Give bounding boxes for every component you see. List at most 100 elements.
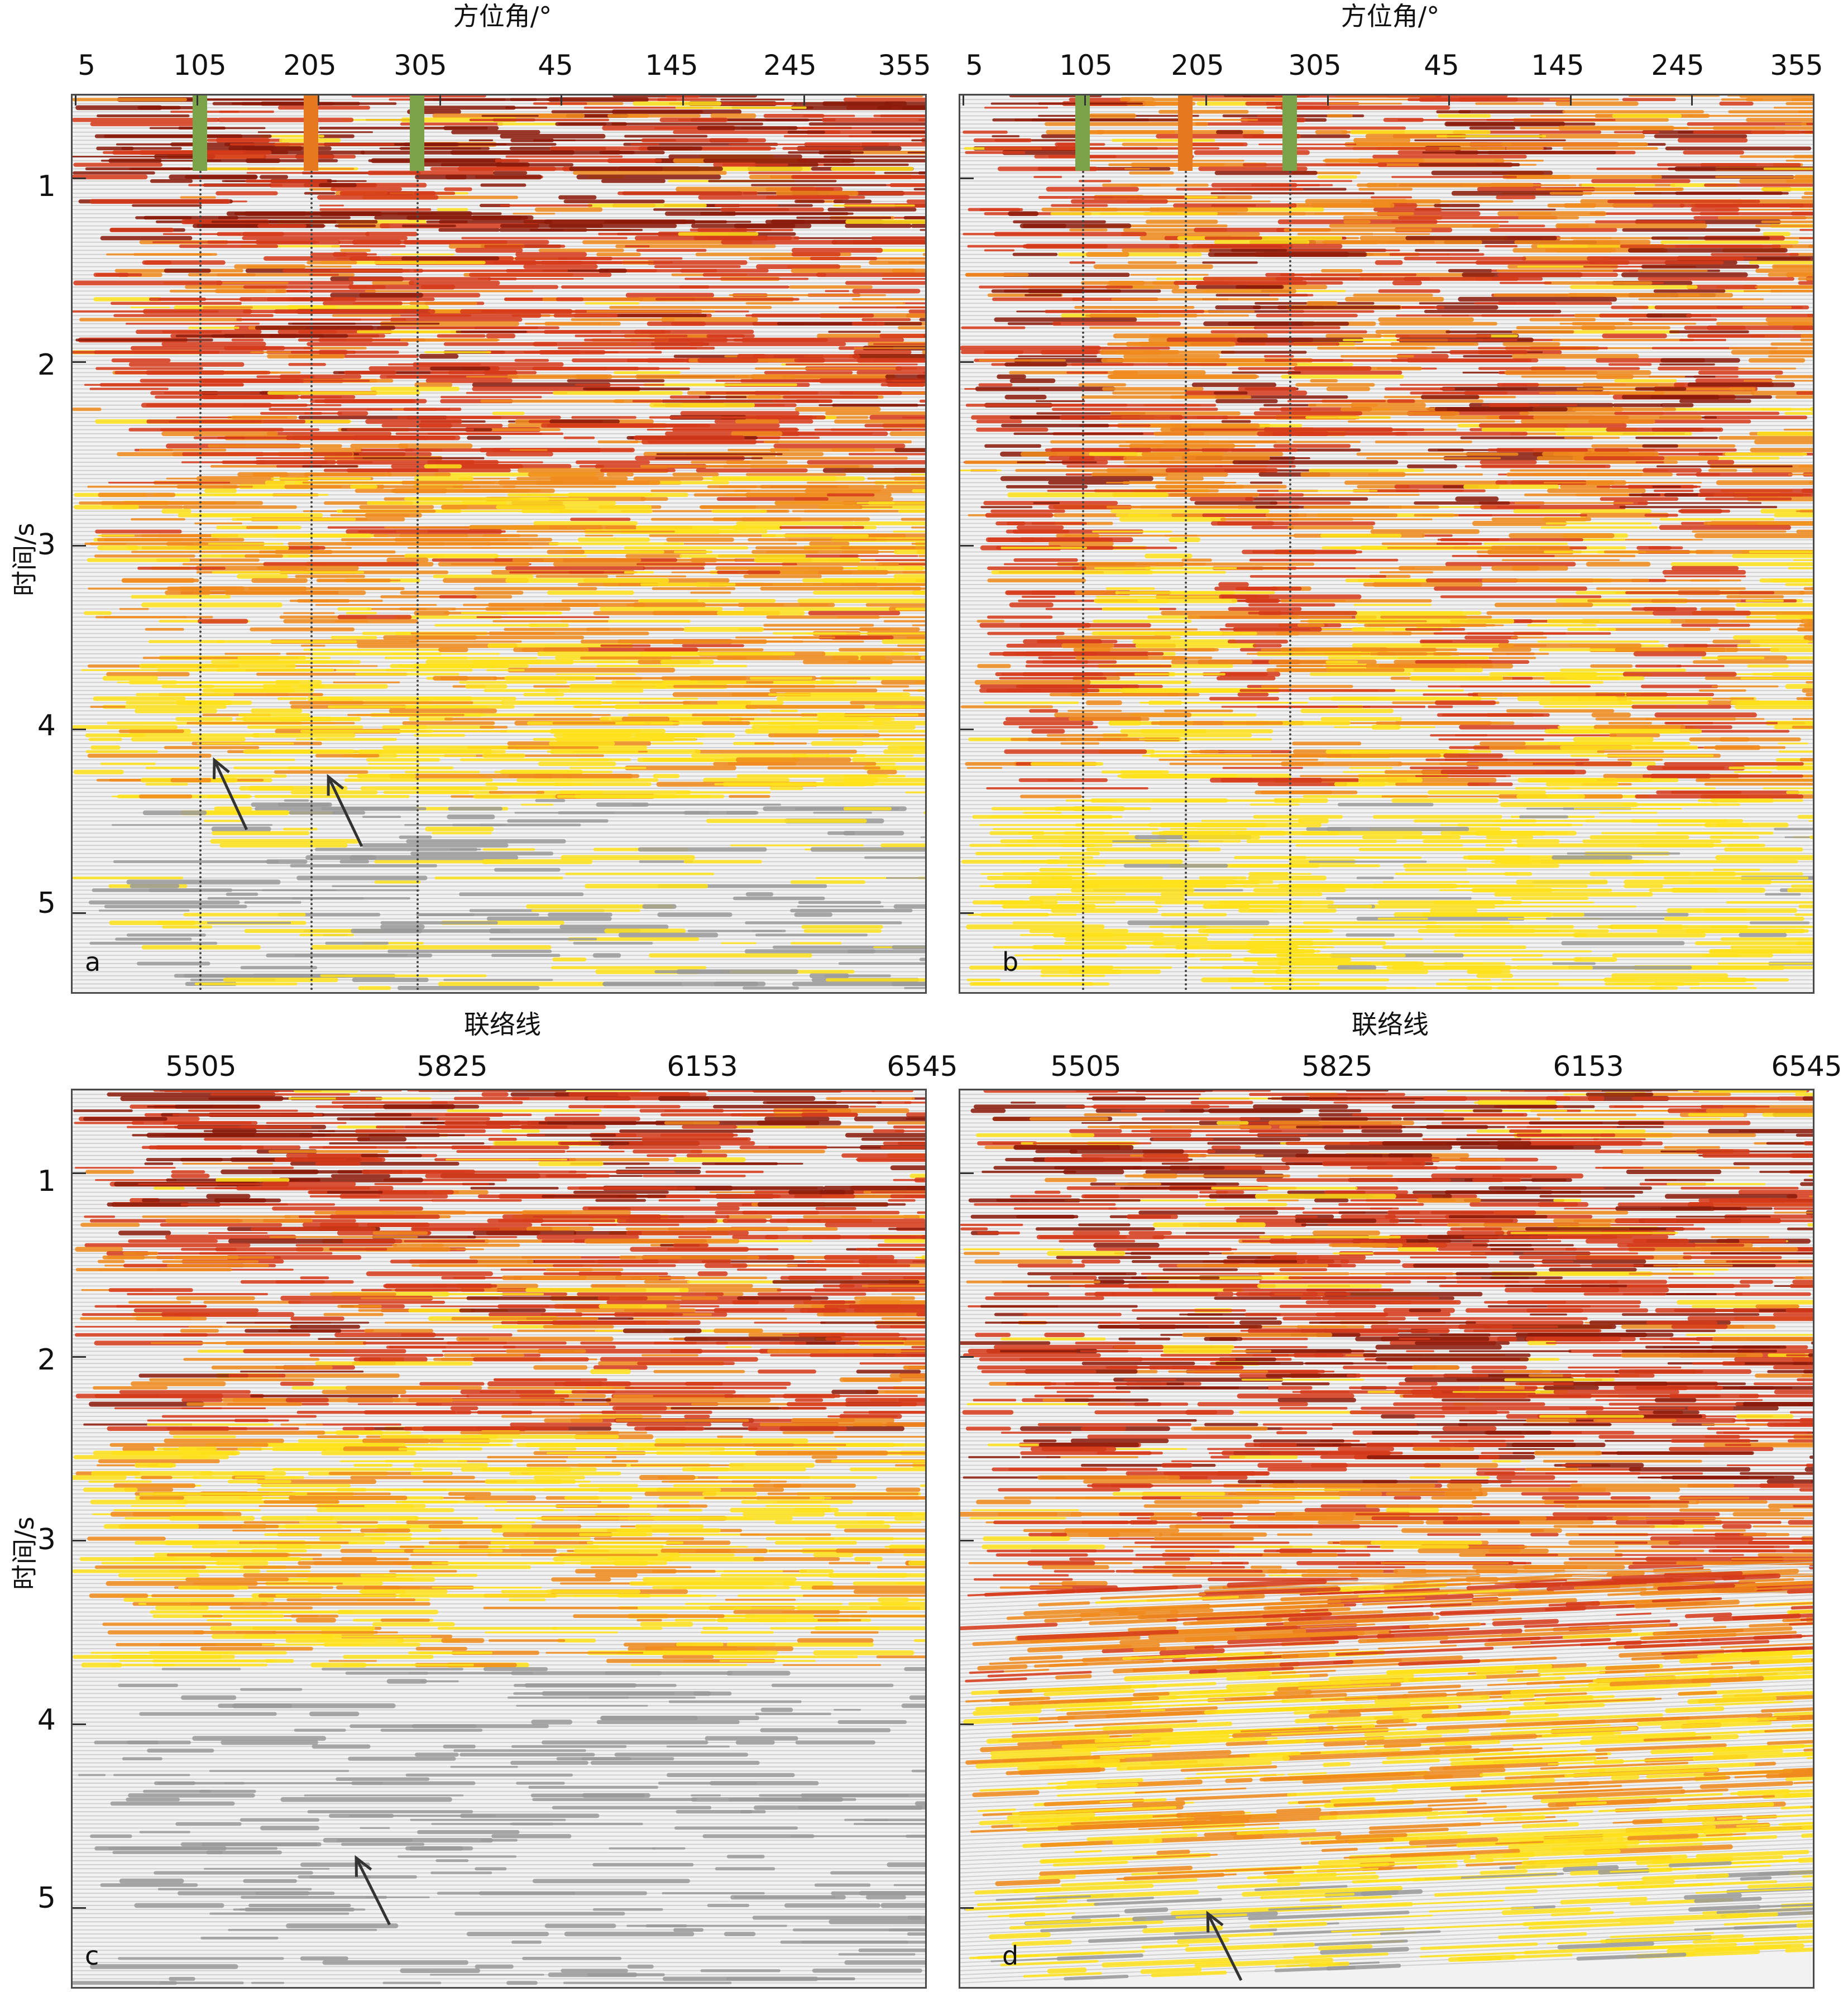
annotation-arrow — [1206, 1910, 1243, 1981]
x-tick-mark — [1084, 95, 1086, 106]
axis-title-b: 方位角/° — [1340, 1, 1440, 31]
x-tick-label: 5825 — [416, 1050, 488, 1083]
y-tick-mark — [960, 178, 974, 180]
azimuth-guide-line — [416, 171, 419, 992]
axis-title-c: 联络线 — [464, 1009, 541, 1040]
annotation-arrow — [212, 757, 248, 831]
azimuth-guide-line — [1289, 171, 1291, 992]
y-tick-mark — [960, 1723, 974, 1725]
seismic-image-d — [960, 1090, 1813, 1984]
x-tick-label: 5825 — [1301, 1050, 1373, 1083]
x-tick-mark — [1691, 95, 1693, 106]
x-tick-mark — [561, 95, 563, 106]
x-tick-label: 6545 — [1771, 1050, 1842, 1083]
x-tick-mark — [1569, 95, 1572, 106]
x-tick-label: 5 — [965, 49, 983, 82]
x-tick-label: 105 — [173, 49, 227, 82]
y-tick-label: 3 — [37, 528, 56, 562]
x-tick-mark — [963, 95, 964, 106]
x-tick-label: 6153 — [1553, 1050, 1624, 1083]
y-tick-mark — [960, 1172, 974, 1175]
y-tick-label: 1 — [37, 1165, 56, 1198]
x-tick-mark — [1813, 95, 1815, 106]
y-tick-mark — [73, 728, 86, 730]
x-tick-mark — [75, 95, 76, 106]
azimuth-guide-line — [199, 171, 202, 992]
y-tick-mark — [960, 361, 974, 363]
azimuth-guide-line — [310, 171, 313, 992]
annotation-arrow — [327, 774, 363, 847]
azimuth-marker-205 — [1177, 95, 1193, 171]
y-tick-label: 1 — [37, 170, 56, 203]
x-tick-label: 355 — [1770, 49, 1823, 82]
axis-title-a: 方位角/° — [453, 1, 552, 31]
x-tick-label: 45 — [1424, 49, 1459, 82]
y-tick-label: 4 — [37, 1703, 56, 1737]
azimuth-marker-205 — [304, 95, 319, 171]
seismic-panel-c — [71, 1089, 927, 1989]
x-tick-mark — [1327, 95, 1329, 106]
x-tick-label: 5505 — [1050, 1050, 1122, 1083]
panel-letter-b: b — [1002, 947, 1019, 977]
y-tick-mark — [73, 1723, 86, 1725]
panel-letter-d: d — [1002, 1941, 1019, 1971]
x-tick-mark — [439, 95, 441, 106]
x-tick-label: 305 — [394, 49, 447, 82]
y-tick-mark — [73, 1356, 86, 1358]
seismic-image-a — [73, 95, 925, 990]
y-tick-label: 4 — [37, 709, 56, 743]
y-tick-label: 2 — [37, 1343, 56, 1377]
y-tick-mark — [960, 1540, 974, 1541]
x-tick-mark — [925, 95, 927, 106]
x-tick-label: 105 — [1059, 49, 1113, 82]
panel-letter-c: c — [85, 1941, 99, 1971]
y-tick-mark — [73, 178, 86, 180]
x-tick-mark — [1205, 95, 1208, 106]
x-tick-label: 5505 — [165, 1050, 237, 1083]
azimuth-marker-305 — [1282, 95, 1297, 171]
azimuth-marker-105 — [1075, 95, 1090, 171]
y-tick-mark — [960, 545, 974, 547]
x-tick-label: 6545 — [887, 1050, 958, 1083]
y-tick-mark — [73, 1540, 86, 1541]
x-tick-mark — [682, 95, 684, 106]
x-tick-label: 355 — [878, 49, 931, 82]
x-tick-mark — [1448, 95, 1450, 106]
seismic-panel-a — [71, 94, 927, 994]
y-tick-mark — [73, 545, 86, 547]
x-tick-label: 6153 — [667, 1050, 738, 1083]
x-tick-label: 205 — [283, 49, 337, 82]
y-tick-mark — [73, 1907, 86, 1909]
seismic-image-b — [960, 95, 1813, 990]
y-tick-label: 2 — [37, 348, 56, 382]
azimuth-guide-line — [1081, 171, 1084, 992]
y-tick-label: 5 — [37, 887, 56, 920]
seismic-panel-d — [959, 1089, 1815, 1989]
azimuth-marker-105 — [192, 95, 207, 171]
y-tick-mark — [73, 1172, 86, 1175]
x-tick-label: 245 — [1651, 49, 1705, 82]
y-tick-label: 5 — [37, 1881, 56, 1915]
x-tick-label: 5 — [78, 49, 95, 82]
x-tick-mark — [803, 95, 806, 106]
y-tick-mark — [960, 728, 974, 730]
azimuth-marker-305 — [410, 95, 425, 171]
axis-title-d: 联络线 — [1352, 1009, 1429, 1040]
x-tick-label: 45 — [538, 49, 573, 82]
x-tick-mark — [196, 95, 198, 106]
x-tick-label: 145 — [1531, 49, 1584, 82]
y-tick-mark — [73, 912, 86, 914]
panel-letter-a: a — [85, 947, 101, 977]
annotation-arrow — [355, 1855, 391, 1926]
x-tick-label: 145 — [645, 49, 698, 82]
seismic-image-c — [73, 1090, 925, 1985]
azimuth-guide-line — [1184, 171, 1187, 992]
x-tick-label: 205 — [1171, 49, 1224, 82]
y-tick-label: 3 — [37, 1523, 56, 1557]
seismic-panel-b — [959, 94, 1815, 994]
x-tick-label: 305 — [1288, 49, 1342, 82]
x-tick-mark — [318, 95, 320, 106]
y-tick-mark — [960, 912, 974, 914]
x-tick-label: 245 — [763, 49, 817, 82]
y-tick-mark — [960, 1907, 974, 1909]
